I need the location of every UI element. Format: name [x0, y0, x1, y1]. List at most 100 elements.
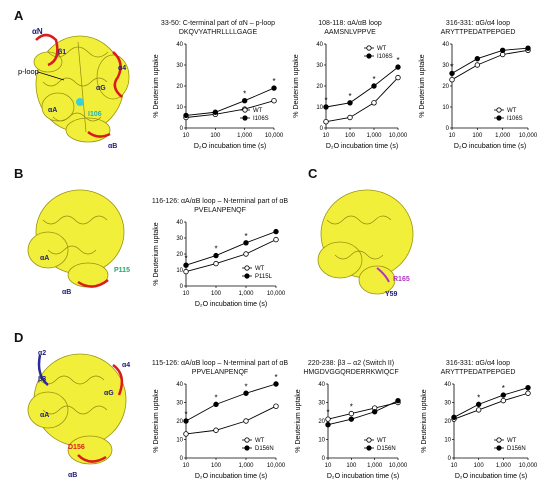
b1-series-0-line: [185, 239, 277, 273]
chart-d1-subtitle: PPVELANPENQF: [191, 368, 249, 376]
d3-xtick-label: 1,000: [496, 463, 512, 469]
d2-legend-label: D156N: [377, 446, 396, 452]
chart-a3-subtitle: ARYTTPEDATPEPGED: [440, 28, 516, 36]
d2-ytick-label: 0: [322, 456, 326, 462]
a2-ytick-label: 10: [316, 105, 323, 111]
panel-letter-a: A: [14, 8, 24, 23]
structure-b-label-0: αA: [40, 255, 49, 262]
structure-a-label-5: αA: [48, 107, 57, 114]
d1-xtick-label: 100: [211, 463, 222, 469]
d3-series-1-point: [500, 392, 507, 398]
a3-legend-label: WT: [507, 108, 517, 114]
a2-ylabel: % Deuterium uptake: [293, 54, 300, 118]
a2-significance-mark: *: [372, 75, 375, 84]
a2-series-0-point: [371, 100, 377, 106]
b1-ylabel: % Deuterium uptake: [153, 222, 160, 286]
structure-a-label-3: α4: [118, 65, 126, 72]
b1-series-0-point: [213, 260, 219, 267]
structure-c: R165 Y59: [317, 189, 414, 298]
d3-series-0-line: [453, 392, 529, 420]
structure-a-label-0: αN: [32, 27, 43, 36]
a1-significance-mark: *: [243, 90, 246, 99]
d2-ytick-label: 20: [318, 419, 325, 425]
a2-xtick-label: 10,000: [389, 133, 408, 139]
a3-xlabel: D₂O incubation time (s): [454, 143, 526, 150]
a1-ytick-label: 0: [180, 126, 184, 132]
structure-c-label-1: Y59: [385, 291, 398, 298]
d3-ylabel: % Deuterium uptake: [421, 389, 428, 453]
a2-series-1-point: [371, 83, 377, 89]
d3-ytick-label: 30: [444, 401, 451, 407]
b1-series-0-point: [273, 236, 279, 243]
a3-xtick-label: 10,000: [519, 133, 538, 139]
a2-xtick-label: 1,000: [366, 133, 382, 139]
b1-series-0-point: [243, 251, 249, 257]
d1-series-0-point: [273, 403, 279, 409]
a1-xtick-label: 10: [183, 133, 190, 139]
chart-d2-subtitle: HMGDVGGQRDERRKWIQCF: [303, 368, 399, 376]
a2-xtick-label: 100: [345, 133, 356, 139]
a2-ytick-label: 30: [316, 63, 323, 69]
a1-series-1-point: [271, 85, 277, 91]
d3-legend-label: D156N: [507, 446, 526, 452]
b1-series-0-point: [183, 268, 189, 275]
b1-ytick-label: 30: [176, 236, 183, 242]
d1-ylabel: % Deuterium uptake: [153, 389, 160, 453]
d1-significance-mark: *: [244, 382, 247, 391]
b1-legend-marker: [244, 273, 250, 279]
d2-legend-marker: [366, 437, 372, 443]
d3-ytick-label: 10: [444, 438, 451, 444]
d1-legend-label: D156N: [255, 446, 274, 452]
b1-series-1-point: [243, 240, 249, 246]
structure-d-label-5: D156: [68, 444, 85, 451]
d2-legend-marker: [366, 445, 372, 451]
a3-significance-mark: *: [450, 62, 453, 71]
d2-series-1-line: [327, 400, 399, 426]
structure-d-label-2: α4: [122, 362, 130, 369]
d1-ytick-label: 0: [180, 456, 184, 462]
d1-legend-label: WT: [255, 438, 265, 444]
d1-legend-marker: [244, 445, 250, 451]
a2-significance-mark: *: [324, 96, 327, 105]
a2-ytick-label: 20: [316, 84, 323, 90]
d1-ytick-label: 20: [176, 419, 183, 425]
a1-xtick-label: 100: [210, 133, 221, 139]
a2-xtick-label: 10: [323, 133, 330, 139]
d1-significance-mark: *: [184, 410, 187, 419]
d1-xtick-label: 10: [183, 463, 190, 469]
b1-xtick-label: 10,000: [267, 291, 286, 297]
chart-a1-subtitle: DKQVYATHRLLLLGAGE: [178, 28, 258, 36]
b1-series-1-line: [185, 231, 277, 266]
d2-legend-label: WT: [377, 438, 387, 444]
a1-ytick-label: 10: [176, 105, 183, 111]
structure-c-label-0: R165: [393, 276, 410, 283]
d3-legend-label: WT: [507, 438, 517, 444]
d1-series-1-point: [273, 381, 279, 387]
chart-d3-title: 316-331: αG/α4 loop ARYTTPEDATPEPGED: [418, 360, 538, 377]
structure-a-label-2: p-loop: [18, 67, 39, 76]
panel-letter-c: C: [308, 166, 318, 181]
chart-a1-title-line: 33-50: C-terminal part of αN – p-loop: [160, 20, 276, 27]
a3-legend-label: I106S: [507, 116, 523, 122]
structure-d-label-0: α2: [38, 350, 46, 357]
d3-series-0-point: [500, 397, 507, 404]
d1-legend-marker: [244, 437, 250, 443]
d2-significance-mark: *: [326, 408, 329, 417]
a3-ytick-label: 20: [442, 84, 449, 90]
d3-series-1-point: [525, 385, 531, 391]
d3-legend-marker: [496, 445, 502, 451]
a3-series-1-point: [474, 56, 481, 62]
a1-series-1-point: [212, 109, 219, 115]
a2-series-1-point: [395, 64, 401, 70]
a1-ytick-label: 20: [176, 84, 183, 90]
chart-a3-title-line: 316-331: αG/α4 loop: [445, 20, 511, 27]
structure-a-label-4: αG: [96, 85, 106, 92]
chart-b1-title: 116-126: αA/αB loop – N-terminal part of…: [140, 198, 300, 215]
a1-ylabel: % Deuterium uptake: [153, 54, 160, 118]
d2-series-1-point: [348, 416, 355, 422]
d1-series-0-point: [243, 418, 249, 424]
a1-series-1-point: [241, 97, 248, 104]
d3-xtick-label: 10: [451, 463, 458, 469]
